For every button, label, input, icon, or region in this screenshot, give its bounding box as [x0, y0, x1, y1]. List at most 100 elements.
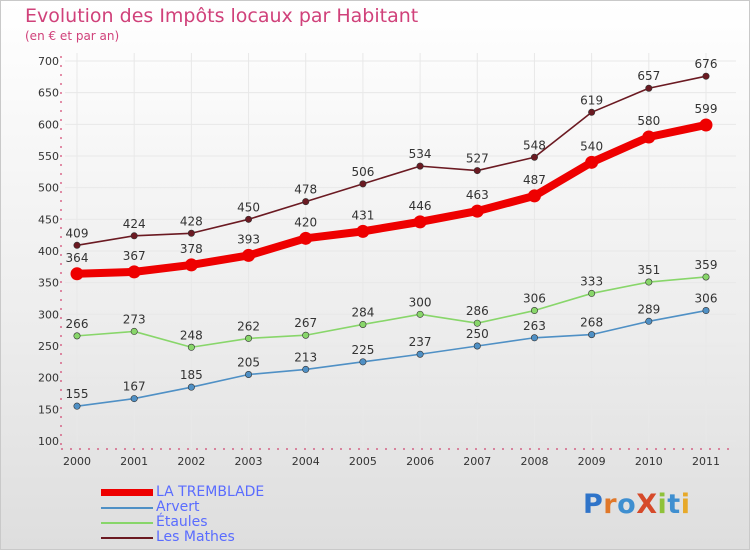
proxiti-logo: ProXiti — [583, 489, 690, 520]
data-label: 289 — [637, 302, 660, 316]
data-point — [187, 343, 195, 351]
logo-letter: r — [603, 489, 618, 520]
x-tick-label: 2009 — [578, 455, 606, 468]
data-label: 540 — [580, 139, 603, 153]
data-point — [130, 395, 138, 403]
data-label: 431 — [351, 208, 374, 222]
data-label: 487 — [523, 173, 546, 187]
data-point — [187, 229, 195, 237]
series — [70, 72, 713, 410]
x-tick-label: 2002 — [177, 455, 205, 468]
data-point — [470, 204, 484, 218]
data-label: 534 — [409, 147, 432, 161]
data-label: 306 — [695, 292, 718, 306]
y-tick-label: 550 — [38, 150, 59, 163]
logo-letter: o — [617, 489, 637, 520]
data-point — [359, 320, 367, 328]
legend-label: Arvert — [156, 499, 200, 515]
data-point — [302, 198, 310, 206]
data-point — [359, 180, 367, 188]
data-label: 185 — [180, 368, 203, 382]
data-point — [245, 215, 253, 223]
x-tick-label: 2008 — [520, 455, 548, 468]
data-label: 351 — [637, 263, 660, 277]
data-label: 262 — [237, 319, 260, 333]
data-point — [187, 383, 195, 391]
y-tick-label: 650 — [38, 87, 59, 100]
data-label: 676 — [695, 57, 718, 71]
data-label: 619 — [580, 93, 603, 107]
data-label: 284 — [351, 305, 374, 319]
data-label: 167 — [123, 380, 146, 394]
data-point — [645, 317, 653, 325]
series-line — [73, 120, 710, 278]
logo-letter: i — [657, 489, 668, 520]
data-label: 273 — [123, 312, 146, 326]
x-tick-label: 2011 — [692, 455, 720, 468]
legend-swatch — [101, 537, 153, 539]
series-line — [76, 276, 707, 349]
data-point — [588, 289, 596, 297]
series-line — [76, 75, 707, 247]
x-tick-label: 2005 — [349, 455, 377, 468]
logo-letter: P — [583, 489, 604, 520]
grid — [65, 53, 736, 449]
data-point — [242, 248, 256, 262]
x-tick-label: 2006 — [406, 455, 434, 468]
data-label: 267 — [294, 316, 317, 330]
data-point — [356, 224, 370, 238]
data-point — [73, 332, 81, 340]
y-tick-label: 200 — [38, 372, 59, 385]
data-label: 424 — [123, 217, 146, 231]
data-label: 409 — [66, 226, 89, 240]
logo-letter: t — [667, 489, 681, 520]
data-label: 548 — [523, 138, 546, 152]
y-tick-label: 450 — [38, 213, 59, 226]
data-point — [527, 189, 541, 203]
y-tick-label: 400 — [38, 245, 59, 258]
data-point — [588, 331, 596, 339]
data-point — [302, 331, 310, 339]
legend-label: Les Mathes — [156, 529, 235, 545]
data-point — [413, 215, 427, 229]
data-label: 268 — [580, 316, 603, 330]
legend-swatch — [101, 489, 153, 496]
data-label: 657 — [637, 69, 660, 83]
legend-swatch — [101, 522, 153, 524]
chart-subtitle: (en € et par an) — [25, 29, 120, 43]
data-label: 364 — [66, 251, 89, 265]
x-tick-label: 2000 — [63, 455, 91, 468]
x-tick-label: 2001 — [120, 455, 148, 468]
data-label: 463 — [466, 188, 489, 202]
data-point — [588, 108, 596, 116]
data-label: 248 — [180, 328, 203, 342]
data-label: 155 — [66, 387, 89, 401]
data-label: 286 — [466, 304, 489, 318]
data-point — [130, 232, 138, 240]
data-point — [73, 402, 81, 410]
y-tick-label: 600 — [38, 118, 59, 131]
y-tick-label: 250 — [38, 340, 59, 353]
data-label: 378 — [180, 242, 203, 256]
data-label: 213 — [294, 350, 317, 364]
series-line — [76, 309, 707, 407]
x-tick-label: 2010 — [635, 455, 663, 468]
data-label: 225 — [351, 343, 374, 357]
data-label: 250 — [466, 327, 489, 341]
data-label: 205 — [237, 356, 260, 370]
data-point — [359, 358, 367, 366]
y-tick-label: 100 — [38, 435, 59, 448]
data-label: 446 — [409, 199, 432, 213]
data-point — [302, 365, 310, 373]
data-labels: 155 167 185 205 213 225 237 250 263 268 289 306 266 2… — [66, 57, 718, 401]
data-label: 393 — [237, 232, 260, 246]
data-point — [245, 334, 253, 342]
data-label: 266 — [66, 317, 89, 331]
data-label: 478 — [294, 183, 317, 197]
data-point — [416, 310, 424, 318]
data-label: 450 — [237, 200, 260, 214]
axes: 100 150 200 250 300 350 400 450 500 550 600 650 700 2… — [38, 55, 736, 468]
logo-letter: i — [680, 489, 691, 520]
data-point — [299, 231, 313, 245]
data-label: 237 — [409, 335, 432, 349]
